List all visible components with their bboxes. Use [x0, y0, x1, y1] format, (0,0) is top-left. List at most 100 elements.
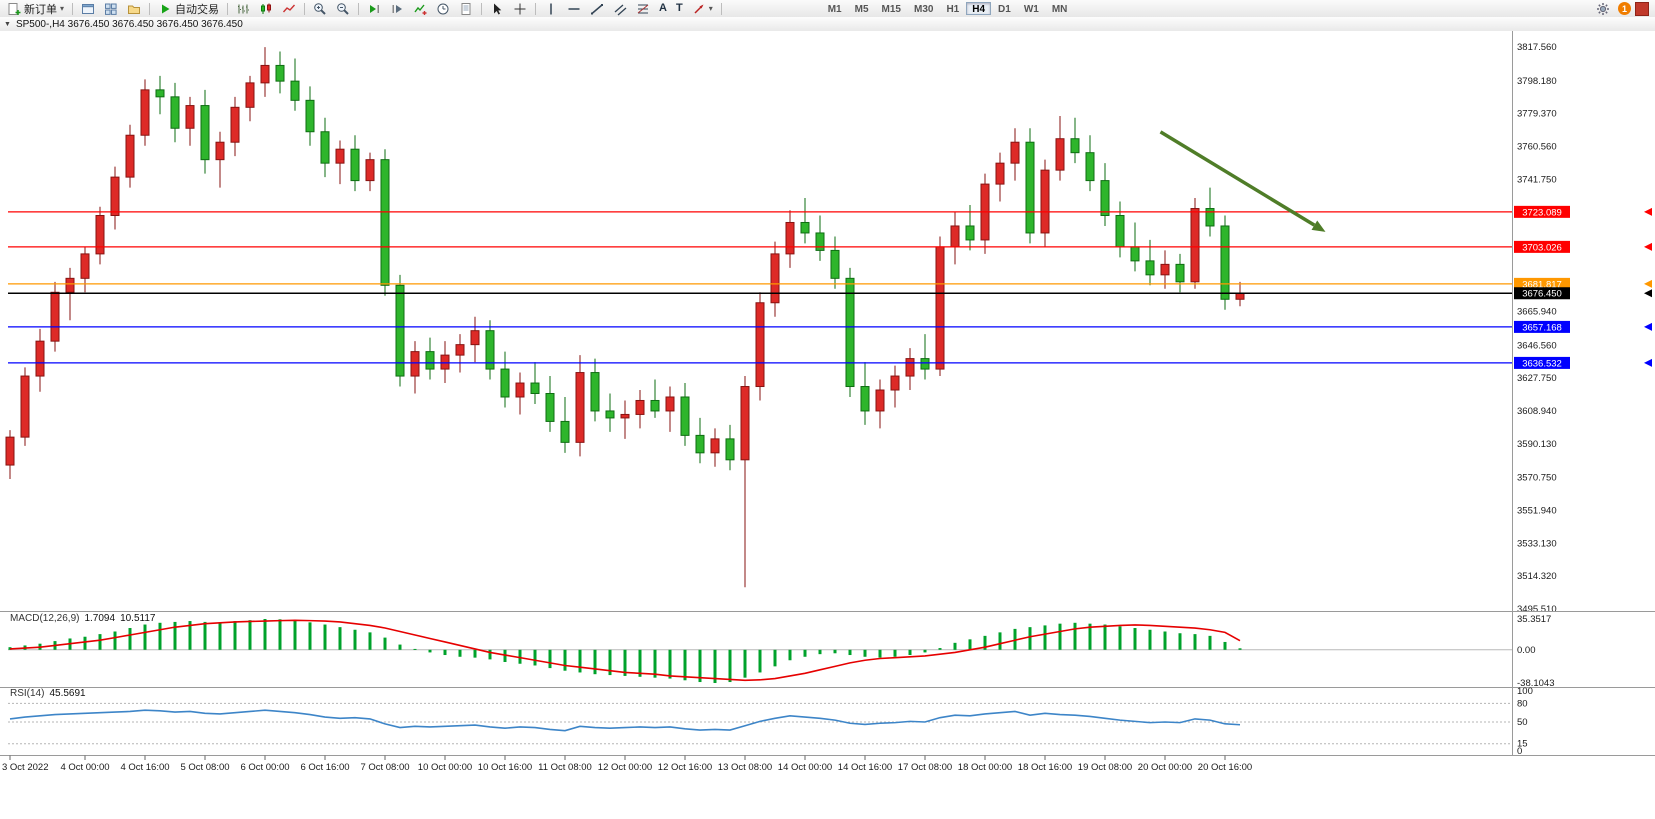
svg-text:6 Oct 16:00: 6 Oct 16:00: [300, 762, 349, 773]
timeframe-m5[interactable]: M5: [849, 2, 875, 15]
svg-text:13 Oct 08:00: 13 Oct 08:00: [718, 762, 772, 773]
svg-text:3760.560: 3760.560: [1517, 141, 1557, 152]
timeframe-w1[interactable]: W1: [1018, 2, 1045, 15]
timeframe-d1[interactable]: D1: [992, 2, 1017, 15]
settings-button[interactable]: [1592, 0, 1614, 17]
timeframe-mn[interactable]: MN: [1046, 2, 1074, 15]
trendline-button[interactable]: [586, 0, 608, 17]
chart-titlebar[interactable]: ▼ SP500-,H4 3676.450 3676.450 3676.450 3…: [0, 17, 1655, 32]
separator: [149, 2, 151, 15]
horizontal-level-line[interactable]: 3681.817: [8, 277, 1652, 291]
svg-text:3779.370: 3779.370: [1517, 109, 1557, 120]
alert-square-icon[interactable]: [1635, 1, 1649, 16]
time-axis[interactable]: 3 Oct 2022 4 Oct 00:00 4 Oct 16:00 5 Oct 08…: [2, 755, 1252, 774]
horizontal-level-line[interactable]: 3657.168: [8, 320, 1652, 334]
new-order-button[interactable]: 新订单 ▾: [3, 0, 68, 17]
chart-window-icon: [82, 3, 95, 14]
price-tag: [1514, 240, 1570, 253]
svg-text:15: 15: [1517, 739, 1528, 750]
candlestick-series: [5, 47, 1245, 588]
templates-button[interactable]: [455, 0, 477, 17]
autotrading-button[interactable]: 自动交易: [154, 0, 223, 17]
svg-text:4 Oct 00:00: 4 Oct 00:00: [60, 762, 109, 773]
svg-text:18 Oct 16:00: 18 Oct 16:00: [1018, 762, 1072, 773]
trend-arrow-annotation[interactable]: [1159, 130, 1326, 232]
horizontal-level-line[interactable]: 3703.026: [8, 240, 1652, 254]
channel-icon: [614, 4, 627, 15]
svg-text:12 Oct 16:00: 12 Oct 16:00: [658, 762, 712, 773]
svg-text:4 Oct 16:00: 4 Oct 16:00: [120, 762, 169, 773]
collapse-triangle-icon[interactable]: ▼: [4, 20, 11, 28]
svg-text:20 Oct 16:00: 20 Oct 16:00: [1198, 762, 1252, 773]
current-price-line[interactable]: 3676.450: [8, 287, 1652, 300]
svg-text:3495.510: 3495.510: [1517, 604, 1557, 615]
tile-windows-button[interactable]: [100, 0, 122, 17]
timeframe-h1[interactable]: H1: [940, 2, 965, 15]
separator: [720, 2, 722, 15]
cursor-icon: [494, 3, 502, 14]
svg-text:12 Oct 00:00: 12 Oct 00:00: [598, 762, 652, 773]
svg-text:18 Oct 00:00: 18 Oct 00:00: [958, 762, 1012, 773]
timeframe-m1[interactable]: M1: [822, 2, 848, 15]
vertical-line-button[interactable]: [540, 0, 562, 17]
periods-button[interactable]: [432, 0, 454, 17]
rsi-label: RSI(14) 45.5691: [10, 688, 86, 699]
price-tag: [1514, 356, 1570, 369]
svg-text:-38.1043: -38.1043: [1517, 678, 1555, 689]
autotrading-label: 自动交易: [175, 3, 220, 16]
price-tag: [1514, 287, 1570, 300]
candlestick-chart-button[interactable]: [255, 0, 277, 17]
svg-text:7 Oct 08:00: 7 Oct 08:00: [360, 762, 409, 773]
label-tool-button[interactable]: T: [672, 0, 687, 17]
profiles-button[interactable]: [123, 0, 145, 17]
svg-text:35.3517: 35.3517: [1517, 614, 1551, 625]
macd-signal-line: [9, 619, 1241, 682]
line-chart-button[interactable]: [278, 0, 300, 17]
timeframe-h4[interactable]: H4: [966, 2, 992, 15]
rsi-value: 45.5691: [49, 688, 86, 699]
separator: [227, 2, 229, 15]
zoom-in-icon: [314, 2, 326, 15]
chart-shift-icon: [392, 4, 403, 13]
svg-text:3608.940: 3608.940: [1517, 406, 1557, 417]
channel-button[interactable]: [609, 0, 631, 17]
timeframe-m30[interactable]: M30: [908, 2, 939, 15]
chart-shift-button[interactable]: [386, 0, 408, 17]
indicators-button[interactable]: [409, 0, 431, 17]
svg-text:3798.180: 3798.180: [1517, 76, 1557, 87]
horizontal-line-button[interactable]: [563, 0, 585, 17]
chart-canvas[interactable]: 3817.560 3798.180 3779.370 3760.560 3741.750…: [0, 31, 1655, 819]
arrows-tool-button[interactable]: ▾: [688, 0, 717, 17]
macd-main-value: 1.7094: [84, 613, 116, 624]
svg-text:50: 50: [1517, 717, 1528, 728]
horizontal-level-line[interactable]: 3723.089: [8, 205, 1652, 219]
cursor-button[interactable]: [486, 0, 508, 17]
notification-badge[interactable]: 1: [1618, 2, 1631, 15]
horizontal-level-line[interactable]: 3636.532: [8, 356, 1652, 370]
svg-text:100: 100: [1517, 686, 1533, 697]
crosshair-button[interactable]: [509, 0, 531, 17]
zoom-in-button[interactable]: [309, 0, 331, 17]
text-tool-button[interactable]: A: [655, 0, 671, 17]
arrow-tool-icon: [694, 4, 704, 14]
auto-scroll-button[interactable]: [363, 0, 385, 17]
svg-text:19 Oct 08:00: 19 Oct 08:00: [1078, 762, 1132, 773]
svg-text:20 Oct 00:00: 20 Oct 00:00: [1138, 762, 1192, 773]
chart-window-button[interactable]: [77, 0, 99, 17]
separator: [481, 2, 483, 15]
tile-windows-icon: [105, 3, 117, 15]
price-axis[interactable]: 3817.560 3798.180 3779.370 3760.560 3741.750…: [1517, 42, 1557, 615]
bar-chart-button[interactable]: [232, 0, 254, 17]
svg-text:3551.940: 3551.940: [1517, 506, 1557, 517]
fibonacci-button[interactable]: [632, 0, 654, 17]
vertical-line-icon: [550, 3, 552, 14]
fibonacci-icon: [637, 4, 649, 13]
toolbar-right: 1: [1592, 0, 1652, 17]
svg-text:17 Oct 08:00: 17 Oct 08:00: [898, 762, 952, 773]
zoom-out-button[interactable]: [332, 0, 354, 17]
timeframe-m15[interactable]: M15: [876, 2, 907, 15]
svg-text:3590.130: 3590.130: [1517, 439, 1557, 450]
bar-chart-icon: [238, 4, 250, 13]
main-toolbar: 新订单 ▾ 自动交易: [0, 0, 1655, 18]
